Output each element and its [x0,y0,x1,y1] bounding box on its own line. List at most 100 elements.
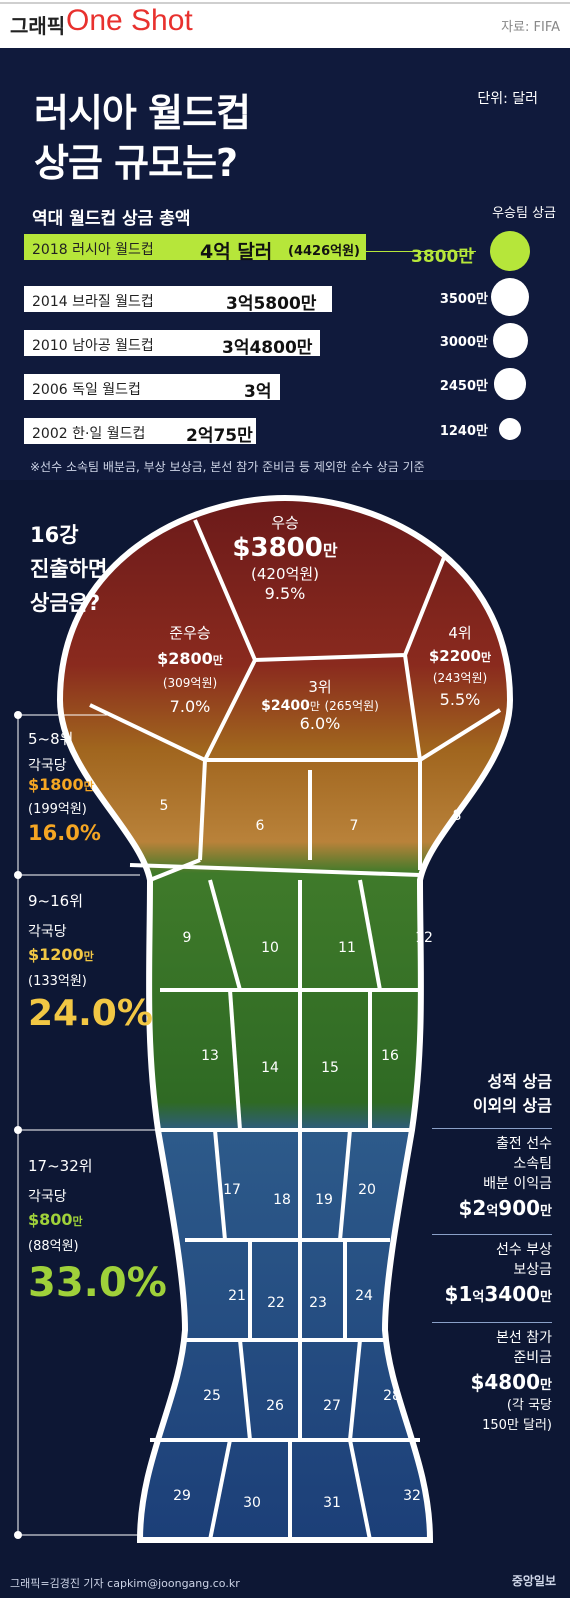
winner-krw: (420억원) [251,565,319,583]
extra-item-2-line1: 선수 부상 [496,1242,552,1258]
highlight-connector [366,251,476,252]
extra-item-3-unit: 만 [540,1378,552,1393]
footer-credit: 그래픽=김경진 기자 capkim@joongang.co.kr [10,1577,240,1590]
team-slot-number: 9 [182,930,192,946]
total-prize-amount: 3억 [244,382,272,402]
extra-item-2-unit: 만 [540,1290,552,1305]
trophy-panel-lines [89,519,502,1541]
team-slot-number: 32 [403,1488,421,1504]
winner-prize-circle [494,368,526,400]
third-place-block: 3위 $2400만 (265억원) 6.0% [250,676,390,733]
tier-5-8-each: 각국당 [28,758,67,774]
tier-9-16-unit: 만 [83,950,94,963]
team-slot-number: 7 [349,818,359,834]
fourth-pct: 5.5% [439,690,481,709]
round16-question-line1: 16강 [30,523,79,547]
prize-history-row: 2018 러시아 월드컵 4억 달러 (4426억원) [24,234,366,263]
tier-5-8-amount: $1800 [28,775,84,794]
team-slot-number: 6 [255,818,265,834]
extra-prize-title-line1: 성적 상금 [487,1072,552,1091]
team-slot-number: 19 [315,1192,333,1208]
extra-item-3-amount: $4800 [470,1370,541,1394]
extra-item-1-line3: 배분 이익금 [483,1176,552,1192]
total-prize-amount: 2억75만 [186,426,253,446]
team-slot-number: 17 [223,1182,241,1198]
prize-history-row: 2014 브라질 월드컵 3억5800만 [24,286,332,314]
top-bar: 그래픽 One Shot 자료: FIFA [0,0,570,48]
team-slot-number: 23 [309,1295,327,1311]
extra-item-1-unit: 만 [540,1204,552,1219]
third-unit: 만 [309,700,321,713]
trophy-graphic [0,480,570,1598]
fourth-unit: 만 [481,651,492,664]
extra-item-3-line2: 준비금 [513,1350,552,1366]
runner-up-pct: 7.0% [169,697,211,716]
tier-5-8-block: 5~8위 각국당 $1800만 (199억원) 16.0% [28,728,101,845]
extra-prize-title-line2: 이외의 상금 [472,1096,552,1115]
winner-prize-circle [498,417,522,441]
extra-item-1-amount: $2 [458,1196,487,1220]
winner-block: 우승 $3800만 (420억원) 9.5% [230,512,340,603]
tier-17-32-unit: 만 [72,1215,83,1228]
winner-unit: 만 [322,541,338,560]
tier-5-8-label: 5~8위 [28,730,74,748]
total-prize-krw: (4426억원) [288,244,360,259]
winner-prize-value: 3000만 [439,335,488,350]
team-slot-number: 28 [383,1388,401,1404]
tier-5-8-krw: (199억원) [28,802,87,817]
tier-17-32-block: 17~32위 각국당 $800만 (88억원) 33.0% [28,1155,167,1306]
team-slot-number: 12 [415,930,433,946]
team-slot-number: 31 [323,1495,341,1511]
total-prize-amount: 3억5800만 [226,294,317,314]
extra-item-1: 출전 선수 소속팀 배분 이익금 $2억900만 [458,1134,552,1222]
runner-up-amount: $2800 [157,649,213,668]
prize-history-row: 2002 한·일 월드컵 2억75만 [24,418,256,446]
tier-9-16-amount: $1200 [28,945,84,964]
winner-pct: 9.5% [264,584,306,603]
runner-up-label: 준우승 [169,624,211,642]
fourth-amount: $2200 [428,647,482,665]
tier-9-16-krw: (133억원) [28,974,87,989]
tier-17-32-amount: $800 [28,1210,73,1229]
winner-label: 우승 [271,514,299,532]
top-rule [0,2,570,4]
brand-label: 그래픽 [10,14,66,38]
team-slot-number: 26 [266,1398,284,1414]
extra-item-1-amount2: 900 [498,1196,541,1220]
fourth-label: 4위 [448,624,472,642]
world-cup-year: 2018 러시아 월드컵 [32,242,154,258]
round16-question-line2: 진출하면 [30,557,108,581]
round16-question-line3: 상금은? [30,591,101,615]
extra-prize-title: 성적 상금 이외의 상금 [473,1070,552,1118]
extra-item-1-line1: 출전 선수 [496,1136,552,1152]
winner-prize-header: 우승팀 상금 [492,206,556,221]
team-slot-number: 25 [203,1388,221,1404]
third-label: 3위 [308,678,332,696]
total-prize-amount: 3억4800만 [222,338,313,358]
winner-prize-value: 3500만 [439,292,488,307]
extra-item-1-line2: 소속팀 [513,1156,552,1172]
tier-17-32-each: 각국당 [28,1189,67,1205]
extra-item-2-amount: $1 [444,1282,473,1306]
extra-item-3-per-country: (각 국당 [506,1398,552,1413]
third-amount: $2400 [261,698,310,714]
hero-section [0,48,570,480]
winner-prize-value: 2450만 [439,379,488,394]
team-slot-number: 29 [173,1488,191,1504]
extra-item-3-line1: 본선 참가 [496,1330,552,1346]
total-prize-amount: 4억 달러 [200,241,273,263]
team-slot-number: 22 [267,1295,285,1311]
team-slot-number: 15 [321,1060,339,1076]
publisher-logo: 중앙일보 [511,1574,556,1588]
winner-prize-value: 3800만 [411,247,474,267]
team-slot-number: 16 [381,1048,399,1064]
tier-9-16-each: 각국당 [28,924,67,940]
tier-9-16-label: 9~16위 [28,892,83,910]
winner-prize-circle [490,277,530,317]
fourth-krw: (243억원) [432,671,488,685]
source-label: 자료: FIFA [501,20,560,35]
fourth-place-block: 4위 $2200만 (243억원) 5.5% [410,622,510,709]
unit-label: 단위: 달러 [477,91,538,107]
extra-item-2-line2: 보상금 [513,1262,552,1278]
extra-item-1-mid: 억 [486,1204,499,1219]
